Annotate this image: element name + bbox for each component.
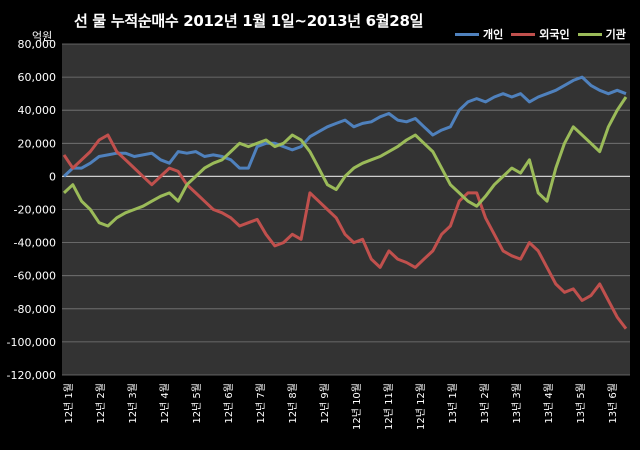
legend-label-institution: 기관	[605, 28, 626, 41]
x-tick-label: 12년 12월	[415, 383, 427, 430]
series-line-individual	[62, 75, 627, 178]
y-tick-label: -20,000	[14, 204, 56, 217]
series-line-institution	[62, 96, 628, 228]
y-tick-label: 60,000	[18, 71, 57, 84]
x-tick-label: 12년 4월	[159, 383, 171, 424]
y-tick-label: -60,000	[14, 270, 56, 283]
x-tick-label: 13년 6월	[607, 383, 619, 424]
legend-label-foreigner: 외국인	[539, 28, 570, 41]
y-tick-label: 20,000	[18, 137, 57, 150]
series-lines	[62, 75, 628, 330]
x-tick-label: 13년 4월	[543, 383, 555, 424]
legend-swatch-foreigner	[511, 32, 536, 36]
x-tick-label: 13년 2월	[479, 383, 491, 424]
x-tick-label: 12년 10월	[351, 383, 363, 430]
x-tick-label: 12년 2월	[95, 383, 107, 424]
legend-item-institution: 기관	[577, 26, 626, 42]
chart-title: 선 물 누적순매수 2012년 1월 1일~2013년 6월28일	[74, 12, 424, 30]
x-tick-label: 12년 11월	[383, 383, 395, 430]
legend: 개인 외국인 기관	[455, 26, 626, 42]
y-axis: 80,000 60,000 40,000 20,000 0 -20,000 -40,000 -…	[7, 38, 56, 382]
y-tick-label: -120,000	[7, 369, 56, 382]
y-tick-label: -80,000	[14, 303, 56, 316]
y-tick-label: -100,000	[7, 336, 56, 349]
x-tick-label: 12년 6월	[223, 383, 235, 424]
x-tick-label: 13년 1월	[447, 383, 459, 424]
x-tick-label: 13년 3월	[511, 383, 523, 424]
legend-swatch-institution	[577, 32, 602, 36]
x-tick-label: 12년 7월	[255, 383, 267, 424]
x-axis: 12년 1월 12년 2월 12년 3월 12년 4월 12년 5월 12년 6월 12년 …	[63, 383, 619, 430]
x-tick-label: 13년 5월	[575, 383, 587, 424]
y-tick-label: -40,000	[14, 237, 56, 250]
gridlines	[62, 43, 630, 376]
legend-item-individual: 개인	[455, 26, 503, 42]
y-axis-unit: 억원	[32, 30, 53, 43]
y-tick-label: 0	[49, 170, 56, 183]
x-tick-label: 12년 1월	[63, 383, 75, 424]
y-tick-label: 80,000	[18, 38, 57, 51]
legend-item-foreigner: 외국인	[511, 26, 570, 42]
x-tick-label: 12년 5월	[191, 383, 203, 424]
series-line-foreigner	[62, 133, 628, 330]
x-tick-label: 12년 3월	[127, 383, 139, 424]
x-tick-label: 12년 8월	[287, 383, 299, 424]
legend-label-individual: 개인	[483, 28, 504, 41]
legend-swatch-individual	[455, 32, 479, 36]
x-tick-label: 12년 9월	[319, 383, 331, 424]
y-tick-label: 40,000	[18, 104, 57, 117]
